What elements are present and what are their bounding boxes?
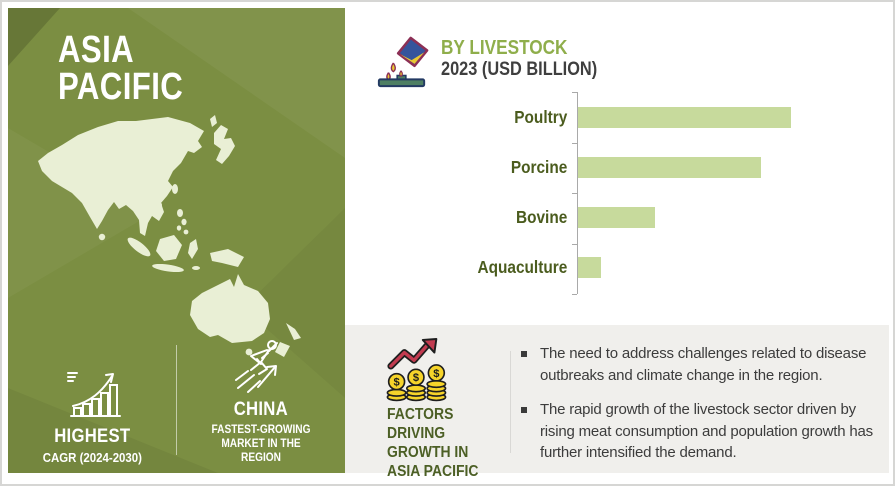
region-panel: ASIA PACIFIC (8, 8, 345, 473)
chart-title: BY LIVESTOCK (441, 37, 568, 59)
chart-panel: BY LIVESTOCK 2023 (USD BILLION) Poultry P… (345, 8, 889, 325)
bullet-square-icon (521, 407, 527, 413)
bullet-item: The need to address challenges related t… (521, 343, 893, 386)
category-label: Aquaculture (477, 256, 568, 277)
category-label: Bovine (515, 206, 568, 227)
chart-header: BY LIVESTOCK 2023 (USD BILLION) (375, 34, 623, 90)
stat-highest-cagr: HIGHEST CAGR (2024-2030) (8, 337, 176, 469)
axis-tick (572, 143, 577, 144)
factors-divider (510, 351, 511, 453)
axis-tick (572, 92, 577, 93)
bullet-text: The rapid growth of the livestock sector… (540, 401, 873, 461)
asia-pacific-map (38, 115, 301, 357)
bullet-item: The rapid growth of the livestock sector… (521, 399, 893, 464)
bar (578, 106, 791, 128)
axis-tick (572, 193, 577, 194)
axis-tick (572, 294, 577, 295)
category-axis (577, 92, 578, 294)
category-label: Poultry (514, 106, 568, 127)
sprinting-person-icon (235, 340, 278, 393)
stat-title: CHINA (233, 399, 289, 420)
chart-row: Aquaculture (345, 242, 889, 292)
bar (578, 256, 602, 278)
title-line-2: PACIFIC (58, 66, 184, 108)
svg-text:$: $ (394, 377, 401, 389)
stat-title: HIGHEST (53, 426, 131, 447)
chart-row: Bovine (345, 192, 889, 242)
stat-china-fastest: CHINA FASTEST-GROWING MARKET IN THE REGI… (177, 337, 345, 469)
stat-subtitle: FASTEST-GROWING MARKET IN THE REGION (211, 424, 311, 464)
factors-panel: $ $ $ FACTORS DRIVING GROWTH IN ASIA PACIF… (345, 325, 889, 480)
axis-tick (572, 244, 577, 245)
stats-divider (176, 345, 177, 455)
chart-subtitle: 2023 (USD BILLION) (441, 59, 598, 80)
bar (578, 156, 762, 178)
bullet-square-icon (521, 351, 527, 357)
svg-text:$: $ (433, 368, 440, 380)
category-label: Porcine (510, 156, 568, 177)
bullet-text: The need to address challenges related t… (540, 345, 867, 384)
bar-chart: Poultry Porcine Bovine Aquaculture (345, 92, 889, 292)
chart-row: Poultry (345, 92, 889, 142)
growth-chart-icon (67, 372, 121, 417)
page-title: ASIA PACIFIC (58, 29, 184, 108)
factors-heading: FACTORS DRIVING GROWTH IN ASIA PACIFIC (387, 406, 479, 480)
region-stats: HIGHEST CAGR (2024-2030) CHINA (8, 337, 345, 469)
bar (578, 206, 655, 228)
title-line-1: ASIA (58, 29, 135, 71)
chart-row: Porcine (345, 142, 889, 192)
factors-bullet-list: The need to address challenges related t… (521, 343, 893, 477)
stat-subtitle: CAGR (2024-2030) (42, 450, 142, 465)
feed-pour-icon (377, 36, 429, 88)
money-growth-icon: $ $ $ (386, 338, 447, 402)
svg-text:$: $ (413, 372, 420, 384)
